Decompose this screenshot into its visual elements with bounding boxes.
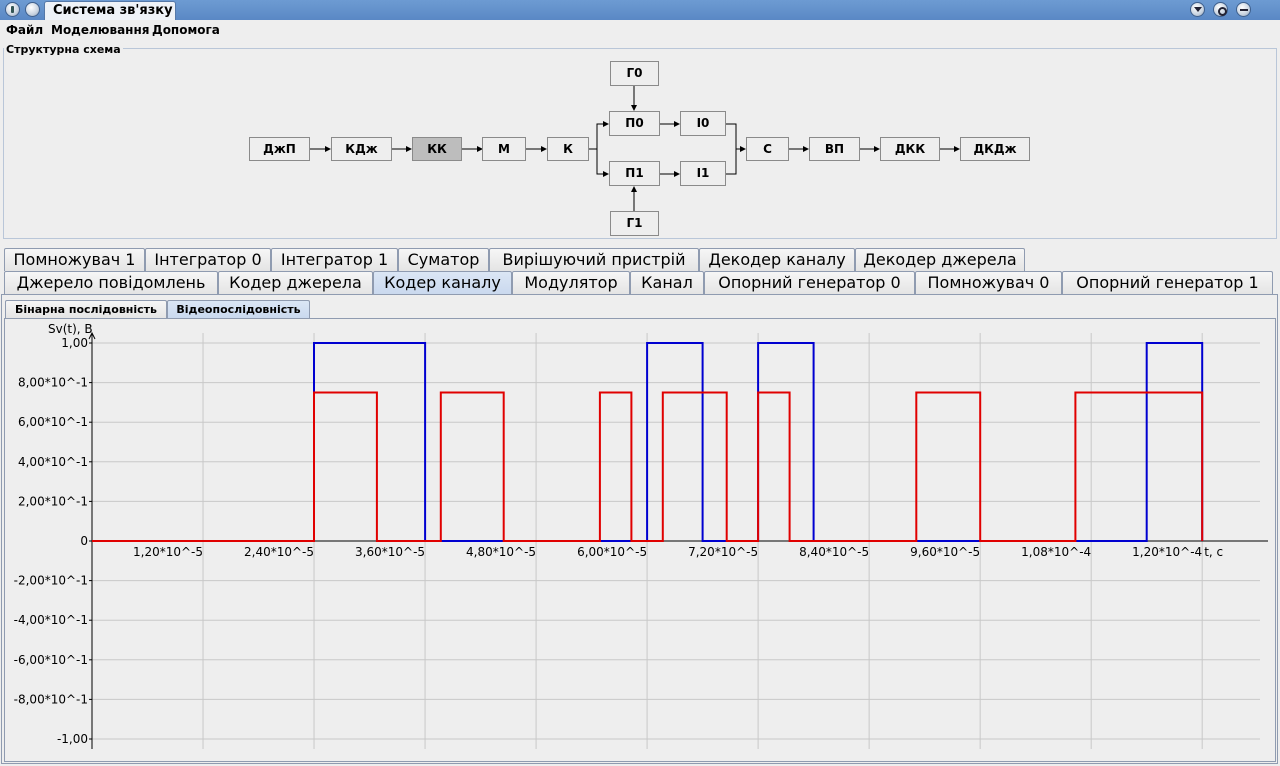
series-line-0	[92, 342, 1204, 542]
x-tick-label: 3,60*10^-5	[355, 545, 425, 559]
x-tick-label: 1,20*10^-5	[133, 545, 203, 559]
menu-help[interactable]: Допомога	[152, 23, 220, 37]
y-tick-label: -1,00	[57, 732, 88, 746]
block-channel-decoder[interactable]: ДКК	[880, 137, 940, 161]
x-tick-label: 8,40*10^-5	[799, 545, 869, 559]
block-message-source[interactable]: ДжП	[249, 137, 310, 161]
block-adder[interactable]: С	[746, 137, 789, 161]
y-tick-label: 4,00*10^-1	[18, 455, 88, 469]
title-bar: Система зв'язку	[0, 0, 1280, 20]
menu-bar: Файл Моделювання Допомога	[0, 20, 1280, 40]
structure-connections	[310, 86, 960, 211]
x-tick-label: 1,08*10^-4	[1021, 545, 1091, 559]
x-tick-label: 4,80*10^-5	[466, 545, 536, 559]
menu-modeling[interactable]: Моделювання	[51, 23, 150, 37]
block-modulator[interactable]: М	[482, 137, 526, 161]
tab-integrator-1[interactable]: Інтегратор 1	[271, 248, 398, 271]
chart-panel	[4, 318, 1276, 762]
x-tick-label: 1,20*10^-4	[1132, 545, 1202, 559]
x-tick-label: 2,40*10^-5	[244, 545, 314, 559]
x-axis-label: t, c	[1204, 545, 1223, 559]
y-tick-label: -2,00*10^-1	[14, 574, 88, 588]
close-icon[interactable]	[1236, 2, 1251, 17]
maximize-icon[interactable]	[1213, 2, 1228, 17]
subtab-binary-sequence[interactable]: Бінарна послідовність	[5, 300, 167, 319]
block-decision-device[interactable]: ВП	[809, 137, 860, 161]
block-integrator-0[interactable]: І0	[680, 111, 726, 136]
window-title: Система зв'язку	[44, 1, 176, 20]
subtab-video-sequence[interactable]: Відеопослідовність	[167, 300, 310, 319]
y-tick-label: 1,00	[61, 336, 88, 350]
y-tick-label: 8,00*10^-1	[18, 376, 88, 390]
y-tick-label: 0	[80, 534, 88, 548]
series-line-1	[92, 391, 1204, 542]
minimize-icon[interactable]	[1190, 2, 1205, 17]
tab-modulator[interactable]: Модулятор	[512, 271, 630, 294]
y-axis-arrow	[88, 331, 96, 340]
block-channel-coder[interactable]: КК	[412, 137, 462, 161]
block-generator-0[interactable]: Г0	[610, 61, 659, 86]
window-sticky-icon[interactable]	[25, 2, 40, 17]
window-menu-icon[interactable]	[5, 2, 20, 17]
y-tick-label: 6,00*10^-1	[18, 415, 88, 429]
y-tick-label: -6,00*10^-1	[14, 653, 88, 667]
menu-file[interactable]: Файл	[6, 23, 44, 37]
block-channel[interactable]: К	[547, 137, 589, 161]
y-tick-label: -8,00*10^-1	[14, 692, 88, 706]
structure-legend: Структурна схема	[4, 43, 123, 56]
tab-integrator-0[interactable]: Інтегратор 0	[145, 248, 271, 271]
tab-source-decoder[interactable]: Декодер джерела	[855, 248, 1025, 271]
y-tick-label: -4,00*10^-1	[14, 613, 88, 627]
y-tick-label: 2,00*10^-1	[18, 494, 88, 508]
block-multiplier-0[interactable]: П0	[609, 111, 660, 136]
tab-panel	[1, 294, 1278, 764]
tab-channel-decoder[interactable]: Декодер каналу	[699, 248, 855, 271]
tab-channel[interactable]: Канал	[630, 271, 704, 294]
tab-message-source[interactable]: Джерело повідомлень	[4, 271, 218, 294]
tab-multiplier-1[interactable]: Помножувач 1	[4, 248, 145, 271]
tab-ref-generator-0[interactable]: Опорний генератор 0	[704, 271, 915, 294]
x-tick-label: 7,20*10^-5	[688, 545, 758, 559]
x-tick-label: 6,00*10^-5	[577, 545, 647, 559]
tab-source-coder[interactable]: Кодер джерела	[218, 271, 373, 294]
tab-ref-generator-1[interactable]: Опорний генератор 1	[1062, 271, 1273, 294]
x-tick-label: 9,60*10^-5	[910, 545, 980, 559]
y-axis-label: Sv(t), В	[48, 322, 93, 336]
block-integrator-1[interactable]: І1	[680, 161, 726, 186]
block-generator-1[interactable]: Г1	[610, 211, 659, 236]
tab-adder[interactable]: Суматор	[398, 248, 489, 271]
tab-channel-coder[interactable]: Кодер каналу	[373, 271, 512, 295]
block-source-coder[interactable]: КДж	[331, 137, 392, 161]
tab-decision-device[interactable]: Вирішуючий пристрій	[489, 248, 699, 271]
block-multiplier-1[interactable]: П1	[609, 161, 660, 186]
block-source-decoder[interactable]: ДКДж	[960, 137, 1030, 161]
tab-multiplier-0[interactable]: Помножувач 0	[915, 271, 1062, 294]
structure-panel	[3, 48, 1277, 239]
